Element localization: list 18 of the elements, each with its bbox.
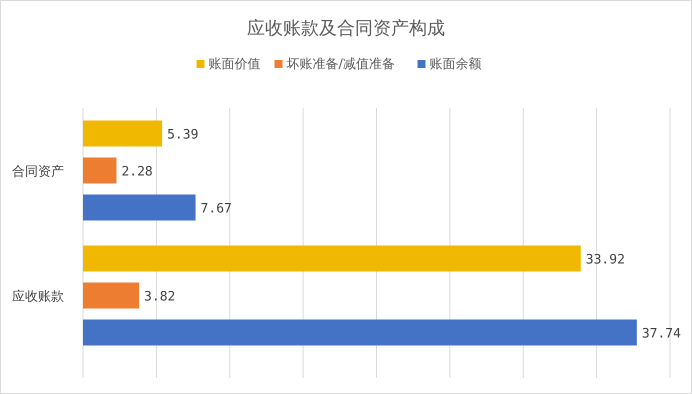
bar [83, 120, 162, 146]
bar [83, 282, 140, 308]
bar [83, 246, 581, 272]
bar [83, 194, 196, 220]
data-label: 2.28 [121, 164, 153, 180]
data-label: 7.67 [200, 202, 232, 216]
legend-label: 坏账准备/减值准备 [286, 57, 395, 72]
y-tick-label: 合同资产 [12, 164, 64, 180]
bar [83, 320, 637, 346]
y-tick-label: 应收账款 [12, 288, 64, 304]
legend-label: 账面余额 [430, 57, 482, 72]
bar [83, 158, 116, 184]
data-label: 3.82 [144, 290, 176, 304]
data-label: 5.39 [167, 128, 198, 142]
chart-title: 应收账款及合同资产构成 [247, 18, 445, 39]
legend-label: 账面价值 [208, 57, 260, 72]
data-label: 33.92 [586, 252, 625, 268]
data-label: 37.74 [642, 326, 682, 342]
